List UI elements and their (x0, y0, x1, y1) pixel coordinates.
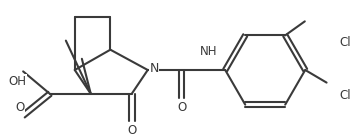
Text: Cl: Cl (340, 36, 351, 48)
Text: NH: NH (199, 45, 217, 58)
Text: O: O (177, 101, 186, 114)
Text: Cl: Cl (340, 89, 351, 102)
Text: OH: OH (9, 75, 27, 88)
Text: N: N (150, 62, 159, 75)
Text: O: O (127, 124, 136, 137)
Text: O: O (15, 101, 24, 114)
